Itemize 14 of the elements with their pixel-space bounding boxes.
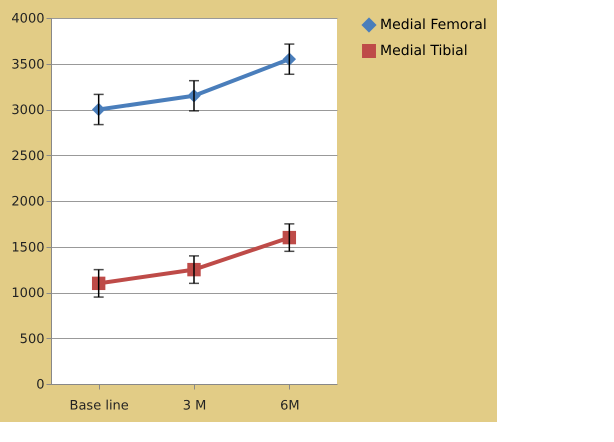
y-tick-label: 2000 (11, 194, 44, 210)
y-tick-label: 1000 (11, 286, 44, 301)
y-tick-label: 2500 (11, 148, 44, 164)
x-tick-label: Base line (70, 398, 129, 414)
y-tick-label: 4000 (11, 12, 44, 26)
x-tick-label: 6M (280, 398, 300, 414)
y-tick-label: 500 (20, 332, 44, 347)
y-tick-label: 3500 (11, 57, 44, 72)
legend-label: Medial Tibial (380, 43, 468, 59)
y-tick-label: 1500 (11, 240, 44, 256)
x-tick-label: 3 M (182, 398, 206, 414)
legend-label: Medial Femoral (380, 17, 487, 33)
y-tick-label: 3000 (11, 103, 44, 118)
y-tick-label: 0 (36, 378, 44, 392)
